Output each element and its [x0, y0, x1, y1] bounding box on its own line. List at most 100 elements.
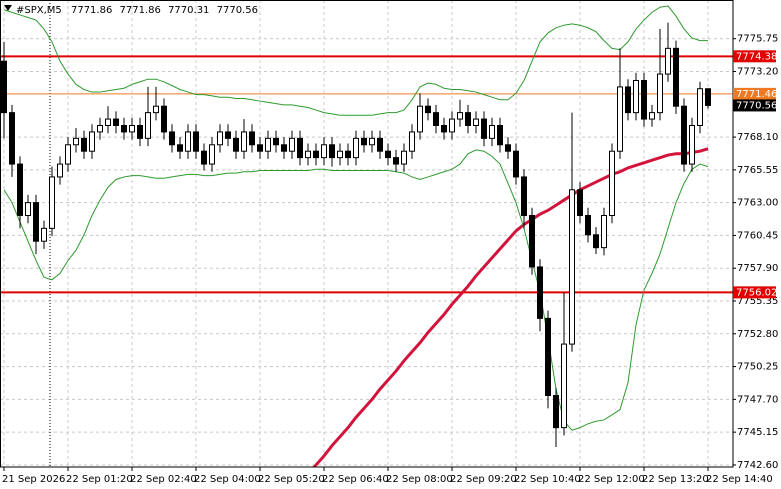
price-tag-label: 7770.56 [736, 100, 777, 111]
candle-body [105, 118, 111, 126]
candle-body [321, 144, 327, 159]
candle-body [89, 131, 95, 152]
candle-body [393, 157, 399, 165]
x-tick-label: 22 Sep 10:40 [514, 474, 581, 485]
y-tick-label: 7742.60 [737, 460, 778, 471]
candle-body [249, 131, 255, 146]
candle-body [617, 86, 623, 152]
candle-body [529, 214, 535, 268]
candle-body [305, 150, 311, 159]
candle-body [345, 150, 351, 159]
candle-body [537, 266, 543, 319]
price-tag-label: 7774.38 [736, 51, 777, 62]
candle-body [473, 118, 479, 126]
candle-body [385, 150, 391, 159]
price-tag-label: 7756.02 [736, 287, 777, 298]
candle-body [505, 144, 511, 152]
candle-body [457, 112, 463, 120]
candle-body [9, 112, 15, 165]
candle-body [145, 112, 151, 139]
candle-body [369, 137, 375, 146]
y-tick-label: 7745.15 [737, 427, 778, 438]
candle-body [41, 227, 47, 242]
candle-body [585, 214, 591, 236]
symbol: #SPX,M5 [16, 5, 62, 16]
candle-body [153, 105, 159, 114]
y-tick-label: 7757.90 [737, 263, 778, 274]
candle-body [81, 137, 87, 152]
x-tick-label: 22 Sep 05:20 [258, 474, 325, 485]
candle-body [57, 163, 63, 178]
bollinger-band [3, 149, 709, 431]
candle-body [297, 137, 303, 159]
x-tick-label: 22 Sep 09:20 [450, 474, 517, 485]
axes: 7775.75 7773.20 7768.10 7765.55 7763.00 7760.… [2, 34, 778, 485]
y-tick-label: 7765.55 [737, 165, 778, 176]
candle-body [425, 105, 431, 114]
candle-body [289, 137, 295, 152]
header: #SPX,M5 7771.86 7771.86 7770.31 7770.56 [16, 5, 258, 16]
x-tick-label: 22 Sep 01:20 [66, 474, 133, 485]
candle-body [593, 234, 599, 249]
candle-body [97, 124, 103, 133]
candle-body [137, 124, 143, 139]
candle-body [377, 137, 383, 152]
y-tick-label: 7760.45 [737, 230, 778, 241]
candle-body [561, 343, 567, 429]
x-tick-label: 22 Sep 12:00 [578, 474, 645, 485]
candle-body [161, 105, 167, 133]
candle-body [337, 150, 343, 159]
candle-body [49, 176, 55, 229]
candle-body [625, 86, 631, 114]
plot [0, 5, 733, 467]
candle-body [257, 144, 263, 152]
candle-body [409, 131, 415, 152]
candle-body [65, 144, 71, 165]
candle-body [633, 79, 639, 114]
candle-body [649, 112, 655, 120]
candle-body [121, 124, 127, 133]
candle-body [521, 176, 527, 216]
menu-triangle[interactable] [4, 5, 12, 11]
candle-body [681, 105, 687, 165]
candle-body [361, 137, 367, 146]
price-tag-label: 7771.46 [736, 89, 777, 100]
candle-body [209, 144, 215, 165]
moving-average [312, 147, 709, 467]
candle-body [697, 88, 703, 126]
price-tag [733, 87, 776, 100]
candle-body [193, 131, 199, 152]
x-tick-label: 22 Sep 08:00 [386, 474, 453, 485]
price-tag [733, 99, 776, 112]
y-tick-label: 7775.75 [737, 34, 778, 45]
candle-body [497, 124, 503, 146]
candle-body [569, 189, 575, 345]
candle-body [241, 131, 247, 152]
x-tick-label: 22 Sep 14:40 [706, 474, 773, 485]
candle-body [1, 60, 7, 114]
y-tick-label: 7763.00 [737, 198, 778, 209]
candle-body [313, 150, 319, 159]
candle-body [489, 124, 495, 139]
candle-body [113, 118, 119, 126]
candle-body [417, 105, 423, 133]
candle-body [601, 214, 607, 249]
grid [0, 0, 733, 467]
candle-body [33, 202, 39, 242]
plot-frame [0, 0, 734, 468]
candle-body [513, 150, 519, 178]
price-tag [733, 50, 776, 63]
x-tick-label: 22 Sep 02:40 [130, 474, 197, 485]
x-tick-label: 22 Sep 06:40 [322, 474, 389, 485]
candle-body [401, 150, 407, 165]
candle-body [553, 395, 559, 429]
candle-body [689, 124, 695, 165]
x-tick-label: 22 Sep 04:00 [194, 474, 261, 485]
candle-body [433, 112, 439, 126]
header-high: 7771.86 [120, 5, 161, 16]
candle-body [609, 150, 615, 216]
candle-body [657, 73, 663, 114]
y-tick-label: 7773.20 [737, 66, 778, 77]
candle-body [673, 47, 679, 107]
